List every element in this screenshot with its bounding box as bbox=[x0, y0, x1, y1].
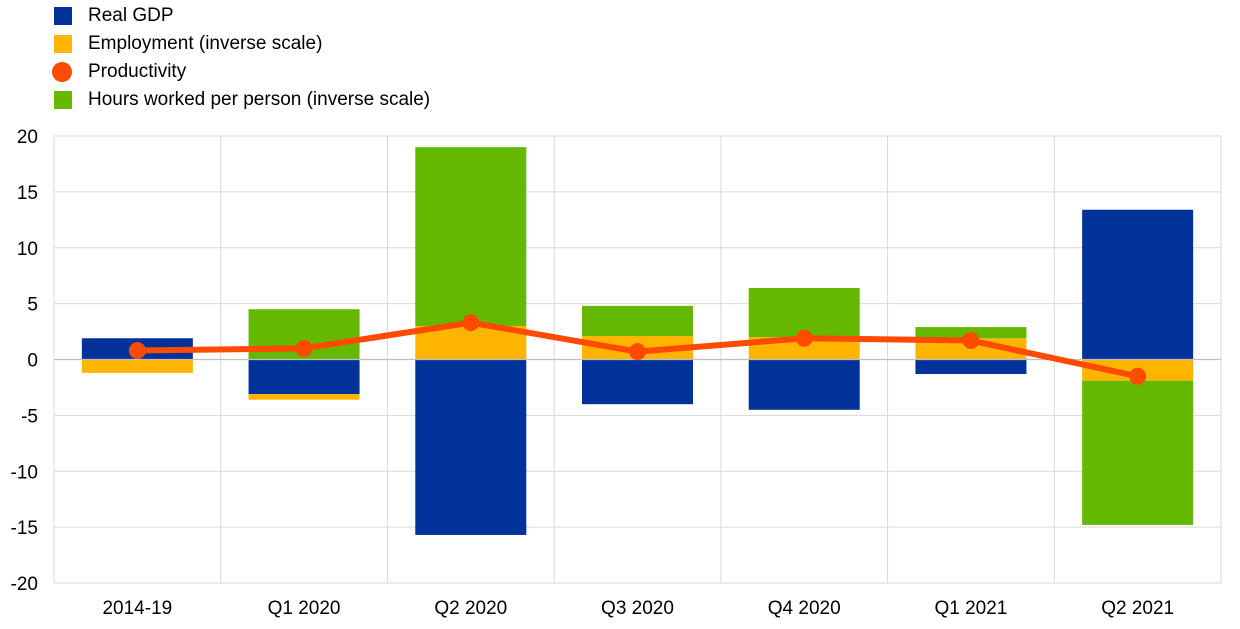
legend-label: Real GDP bbox=[88, 5, 174, 26]
legend-swatch bbox=[54, 35, 72, 53]
bar-employment-0 bbox=[81, 359, 193, 373]
productivity-point-4 bbox=[795, 329, 813, 347]
legend-swatch bbox=[54, 91, 72, 109]
y-tick-label: 5 bbox=[27, 295, 38, 316]
bar-real-1 bbox=[248, 359, 360, 395]
productivity-point-5 bbox=[962, 332, 980, 350]
bar-real-4 bbox=[748, 359, 860, 410]
productivity-point-1 bbox=[295, 339, 313, 357]
productivity-point-0 bbox=[128, 342, 146, 360]
y-tick-label: -5 bbox=[21, 406, 38, 427]
x-tick-label: Q2 2020 bbox=[434, 598, 507, 619]
y-tick-label: 20 bbox=[17, 127, 38, 148]
bar-real-3 bbox=[582, 359, 693, 405]
x-tick-label: Q1 2020 bbox=[268, 598, 341, 619]
x-tick-label: Q3 2020 bbox=[601, 598, 674, 619]
y-tick-label: 0 bbox=[27, 351, 38, 372]
y-tick-label: -15 bbox=[11, 518, 38, 539]
x-tick-label: Q1 2021 bbox=[934, 598, 1007, 619]
legend-swatch bbox=[54, 7, 72, 25]
legend-label: Employment (inverse scale) bbox=[88, 33, 323, 54]
y-tick-label: -10 bbox=[11, 462, 38, 483]
bars bbox=[81, 147, 1194, 535]
legend-marker bbox=[52, 62, 72, 82]
y-tick-label: 10 bbox=[17, 239, 38, 260]
y-tick-label: -20 bbox=[11, 574, 38, 595]
bar-real-5 bbox=[915, 359, 1027, 375]
legend-label: Hours worked per person (inverse scale) bbox=[88, 89, 431, 110]
bar-hours-2 bbox=[415, 147, 527, 326]
x-tick-label: Q2 2021 bbox=[1101, 598, 1174, 619]
bar-hours-3 bbox=[582, 305, 693, 337]
bar-employment-1 bbox=[248, 394, 360, 400]
bar-real-6 bbox=[1082, 209, 1194, 360]
productivity-point-2 bbox=[462, 314, 480, 332]
productivity-point-3 bbox=[629, 343, 646, 361]
legend-label: Productivity bbox=[88, 61, 187, 82]
x-axis: 2014-19 Q1 2020 Q2 2020 Q3 2020 Q4 2020 Q1 20… bbox=[102, 598, 1174, 619]
bar-hours-6 bbox=[1082, 380, 1194, 525]
y-axis: -20 -15 -10 -5 0 5 10 15 20 bbox=[11, 127, 38, 595]
bar-real-2 bbox=[415, 359, 527, 535]
y-tick-label: 15 bbox=[17, 183, 38, 204]
bar-hours-4 bbox=[748, 287, 860, 338]
x-tick-label: 2014-19 bbox=[102, 598, 172, 619]
x-tick-label: Q4 2020 bbox=[768, 598, 841, 619]
productivity-line bbox=[128, 314, 1147, 385]
productivity-point-6 bbox=[1129, 367, 1147, 385]
